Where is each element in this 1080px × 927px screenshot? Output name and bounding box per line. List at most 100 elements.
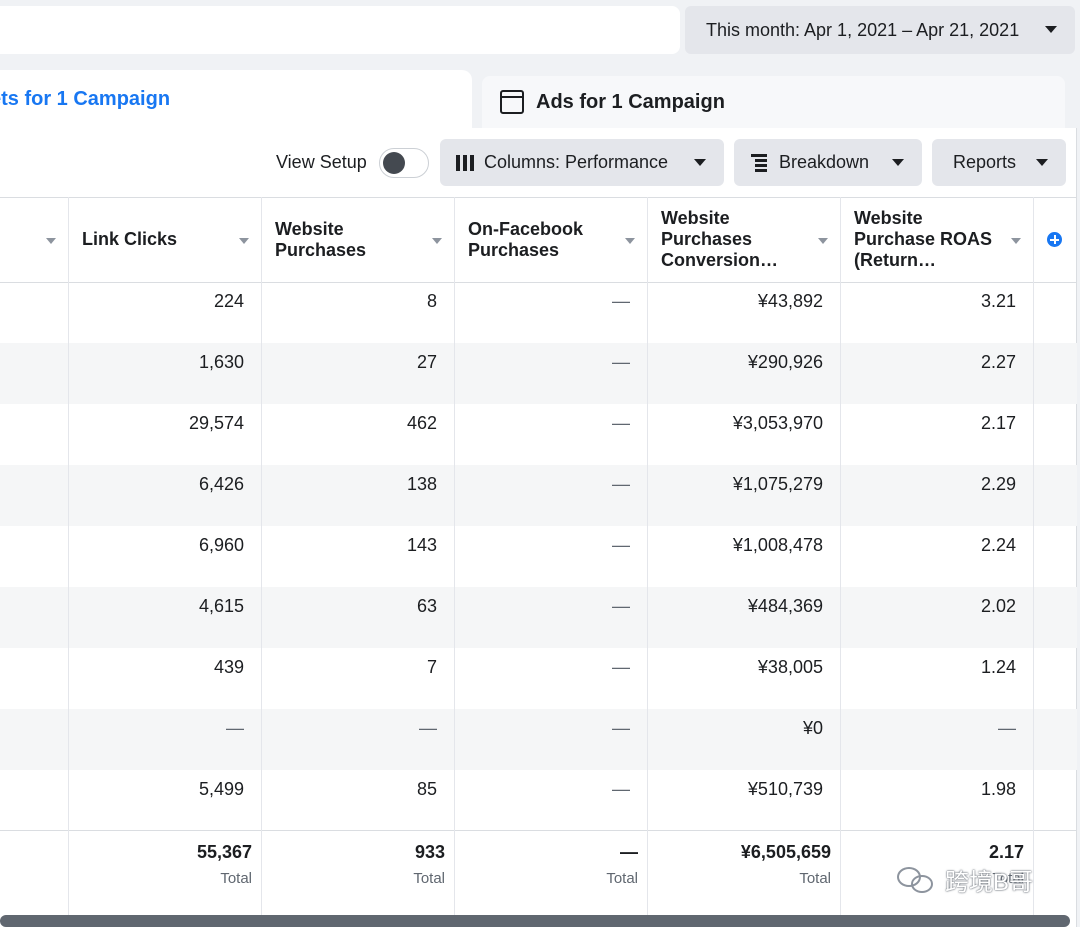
- columns-icon: [456, 154, 474, 171]
- column-header-link-clicks[interactable]: Link Clicks: [68, 197, 261, 282]
- columns-button-label: Columns: Performance: [484, 152, 669, 172]
- table-cell: 3.21: [980, 291, 1016, 311]
- table-cell: 138: [406, 474, 437, 494]
- tab-ads[interactable]: Ads for 1 Campaign: [482, 76, 1065, 128]
- table-cell: 2.29: [980, 474, 1016, 494]
- table-cell: —: [612, 535, 630, 555]
- search-bar[interactable]: [0, 6, 680, 54]
- table-cell: 8: [426, 291, 437, 311]
- table-cell: 439: [213, 657, 244, 677]
- total-label: Total: [606, 870, 638, 887]
- wechat-icon: [897, 865, 937, 895]
- table-cell: 2.17: [980, 413, 1016, 433]
- chevron-down-icon: [1036, 159, 1048, 166]
- breakdown-button[interactable]: Breakdown: [734, 139, 922, 186]
- view-setup-toggle[interactable]: [379, 148, 429, 178]
- table-cell: 6,426: [198, 474, 244, 494]
- table-cell: 63: [416, 596, 437, 616]
- column-header-label: Link Clicks: [82, 229, 178, 249]
- table-cell: ¥290,926: [747, 352, 823, 372]
- table-cell: 462: [406, 413, 437, 433]
- table-cell: 5,499: [198, 779, 244, 799]
- total-label: Total: [992, 870, 1024, 887]
- column-header-label: Website Purchases Conversion…: [661, 208, 779, 270]
- column-header-label: Website Purchase ROAS (Return…: [854, 208, 993, 270]
- table-cell: 1.24: [980, 657, 1016, 677]
- table-cell: —: [226, 718, 244, 738]
- total-value: 2.17: [988, 842, 1024, 862]
- sort-caret-icon: [818, 238, 828, 244]
- chevron-down-icon: [694, 159, 706, 166]
- table-cell: —: [612, 291, 630, 311]
- column-header-name[interactable]: [0, 197, 68, 282]
- watermark: 跨境B哥: [897, 862, 1033, 897]
- ad-window-icon: [500, 90, 524, 114]
- chevron-down-icon: [1045, 26, 1057, 33]
- table-cell: —: [612, 596, 630, 616]
- tab-ad-sets-label: ets for 1 Campaign: [0, 88, 171, 110]
- table-cell: 27: [416, 352, 437, 372]
- breakdown-button-label: Breakdown: [779, 152, 870, 172]
- table-cell: —: [612, 657, 630, 677]
- horizontal-scrollbar[interactable]: [0, 915, 1070, 927]
- reports-button-label: Reports: [953, 152, 1017, 172]
- sort-caret-icon: [46, 238, 56, 244]
- watermark-text: 跨境B哥: [945, 869, 1034, 896]
- column-header-website-purchases-conversion[interactable]: Website Purchases Conversion…: [647, 197, 840, 282]
- columns-button[interactable]: Columns: Performance: [440, 139, 724, 186]
- toggle-knob: [383, 152, 405, 174]
- total-label: Total: [799, 870, 831, 887]
- table-cell: 2.24: [980, 535, 1016, 555]
- ads-manager-panel: [0, 128, 1077, 927]
- table-cell: —: [612, 413, 630, 433]
- table-cell: —: [612, 474, 630, 494]
- add-column-icon[interactable]: [1047, 232, 1062, 247]
- table-cell: 224: [213, 291, 244, 311]
- column-header-on-facebook-purchases[interactable]: On-Facebook Purchases: [454, 197, 647, 282]
- table-cell: 1.98: [980, 779, 1016, 799]
- table-cell: —: [612, 779, 630, 799]
- breakdown-icon: [751, 153, 767, 172]
- table-cell: ¥1,075,279: [732, 474, 823, 494]
- column-header-website-purchase-roas[interactable]: Website Purchase ROAS (Return…: [840, 197, 1033, 282]
- sort-caret-icon: [625, 238, 635, 244]
- tab-ads-label: Ads for 1 Campaign: [536, 90, 725, 113]
- table-cell: 85: [416, 779, 437, 799]
- reports-button[interactable]: Reports: [932, 139, 1066, 186]
- sort-caret-icon: [1011, 238, 1021, 244]
- total-value: 55,367: [196, 842, 252, 862]
- column-header-website-purchases[interactable]: Website Purchases: [261, 197, 454, 282]
- sort-caret-icon: [239, 238, 249, 244]
- table-cell: —: [419, 718, 437, 738]
- table-cell: ¥510,739: [747, 779, 823, 799]
- total-label: Total: [413, 870, 445, 887]
- total-label: Total: [220, 870, 252, 887]
- table-cell: 29,574: [188, 413, 244, 433]
- table-cell: ¥38,005: [757, 657, 823, 677]
- table-cell: 2.02: [980, 596, 1016, 616]
- chevron-down-icon: [892, 159, 904, 166]
- date-range-picker[interactable]: This month: Apr 1, 2021 – Apr 21, 2021: [685, 6, 1075, 54]
- table-cell: 7: [426, 657, 437, 677]
- sort-caret-icon: [432, 238, 442, 244]
- column-header-label: On-Facebook Purchases: [468, 218, 584, 260]
- table-cell: —: [612, 352, 630, 372]
- table-cell: ¥0: [802, 718, 823, 738]
- table-cell: 1,630: [198, 352, 244, 372]
- column-header-label: Website Purchases: [275, 218, 367, 260]
- date-range-label: This month: Apr 1, 2021 – Apr 21, 2021: [706, 19, 1020, 40]
- table-cell: ¥43,892: [757, 291, 823, 311]
- table-cell: 2.27: [980, 352, 1016, 372]
- view-setup-label: View Setup: [276, 152, 367, 172]
- table-cell: 143: [406, 535, 437, 555]
- table-cell: ¥484,369: [747, 596, 823, 616]
- table-cell: 6,960: [198, 535, 244, 555]
- total-value: ¥6,505,659: [740, 842, 831, 862]
- table-cell: ¥1,008,478: [732, 535, 823, 555]
- total-value: —: [620, 842, 638, 862]
- table-cell: 4,615: [198, 596, 244, 616]
- table-cell: —: [998, 718, 1016, 738]
- table-cell: ¥3,053,970: [732, 413, 823, 433]
- total-value: 933: [414, 842, 445, 862]
- table-cell: —: [612, 718, 630, 738]
